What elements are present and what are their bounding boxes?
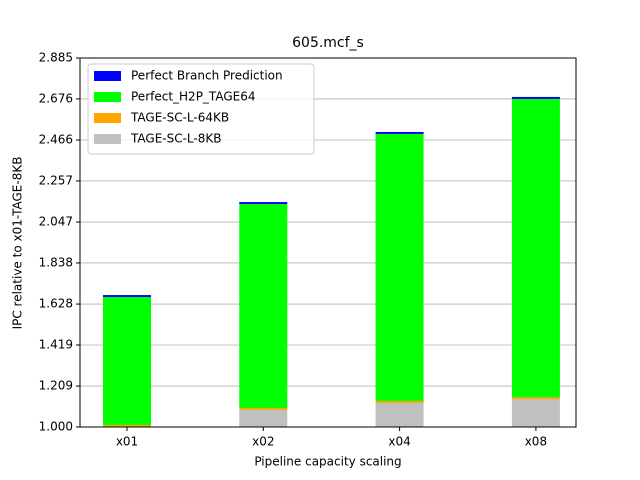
legend-swatch (94, 134, 121, 144)
bar-segment (103, 295, 151, 298)
bar-segment (511, 397, 560, 400)
x-tick-label: x08 (525, 435, 547, 449)
y-tick-label: 1.419 (39, 337, 73, 351)
legend: Perfect Branch Prediction Perfect_H2P_TAG… (87, 63, 315, 155)
y-tick-label: 1.628 (39, 297, 73, 311)
bar-segment (103, 425, 151, 427)
legend-label: TAGE-SC-L-8KB (130, 132, 221, 146)
bar-segment (375, 400, 424, 403)
y-tick-label: 2.676 (39, 91, 73, 105)
y-axis-label: IPC relative to x01-TAGE-8KB (11, 157, 25, 330)
x-tick-label: x02 (252, 435, 274, 449)
legend-box (87, 63, 315, 155)
legend-label: Perfect_H2P_TAGE64 (131, 90, 255, 104)
y-tick-label: 1.838 (39, 255, 73, 269)
legend-label: TAGE-SC-L-64KB (130, 111, 229, 125)
bar-segment (511, 98, 560, 398)
y-tick-label: 2.466 (39, 133, 73, 147)
bar-segment (239, 408, 288, 410)
y-tick-label: 2.047 (39, 215, 73, 229)
bar-segment (239, 409, 288, 427)
y-tick-label: 2.257 (39, 173, 73, 187)
x-tick-label: x01 (116, 435, 138, 449)
legend-swatch (94, 71, 121, 81)
bar-segment (239, 202, 288, 205)
bar-segment (375, 402, 424, 427)
legend-swatch (94, 92, 121, 102)
x-tick-label: x04 (388, 435, 410, 449)
plot-frame (79, 57, 577, 428)
legend-label: Perfect Branch Prediction (131, 69, 283, 83)
bar-segment (375, 131, 424, 134)
y-tick-label: 2.885 (39, 51, 73, 65)
bar-segment (239, 204, 288, 409)
bar-segment (511, 399, 560, 427)
bar-segment (103, 297, 151, 426)
chart-title: 605.mcf_s (292, 35, 364, 51)
legend-swatch (94, 113, 121, 123)
bar-segment (375, 133, 424, 401)
bars (103, 96, 560, 427)
y-tick-label: 1.209 (39, 379, 73, 393)
x-axis-label: Pipeline capacity scaling (254, 455, 401, 469)
bar-segment (511, 96, 560, 99)
y-tick-label: 1.000 (39, 420, 73, 434)
ticks: 1.000 1.209 1.419 1.628 1.838 2.047 2.257 2.466… (39, 51, 547, 449)
